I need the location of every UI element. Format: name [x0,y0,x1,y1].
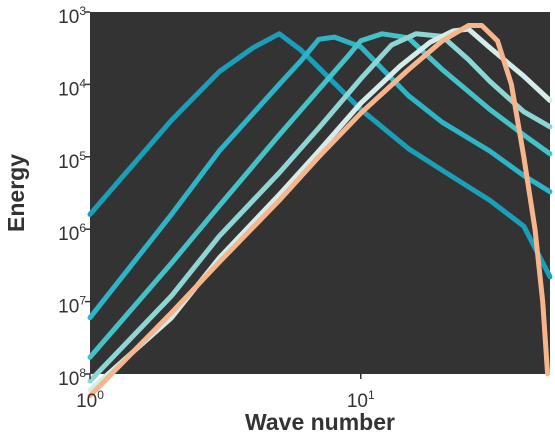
y-tick-label: 108 [58,366,86,390]
series-line-2 [87,34,553,321]
y-tick-label: 105 [58,149,86,173]
y-tick-label: 107 [58,294,86,318]
y-tick-label: 104 [58,76,86,100]
x-tick-label: 101 [347,388,375,412]
series-line-3 [87,31,553,360]
series-layer [87,23,553,399]
y-tick-label: 103 [58,4,86,28]
series-line-1 [87,31,553,280]
x-axis-title: Wave number [245,409,395,435]
x-tick-label: 100 [76,388,104,412]
series-line-5 [87,26,553,393]
y-tick-label: 106 [58,221,86,245]
series-line-6 [87,23,551,399]
series-line-4 [87,31,553,384]
y-axis-title: Energy [3,154,29,232]
